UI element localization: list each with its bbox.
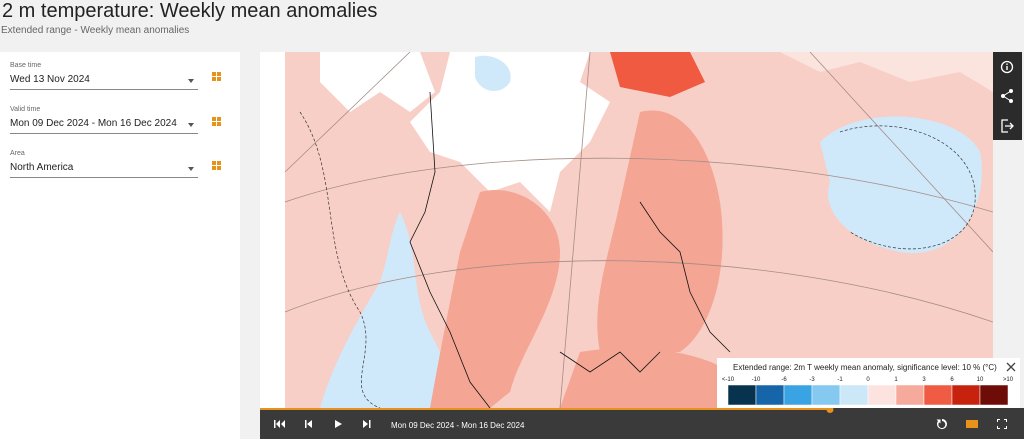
side-panel: Base time Wed 13 Nov 2024 Valid time Mon… xyxy=(0,52,240,439)
valid-time-select[interactable]: Valid time Mon 09 Dec 2024 - Mon 16 Dec … xyxy=(10,106,198,134)
page-title: 2 m temperature: Weekly mean anomalies xyxy=(2,0,378,22)
label: Valid time xyxy=(10,106,41,113)
play-button[interactable] xyxy=(335,420,342,428)
legend-label: -10 xyxy=(752,377,761,383)
legend-swatch xyxy=(979,384,1009,406)
legend-swatch xyxy=(923,384,953,406)
legend-label: 3 xyxy=(922,377,926,383)
legend-swatch xyxy=(811,384,841,406)
legend-swatch xyxy=(867,384,897,406)
grid-button[interactable] xyxy=(212,161,221,170)
share-button[interactable] xyxy=(1001,89,1013,103)
legend-label: -3 xyxy=(809,377,815,383)
player-bar: Mon 09 Dec 2024 - Mon 16 Dec 2024 xyxy=(260,408,1024,439)
label: Base time xyxy=(10,62,42,69)
legend-swatch xyxy=(755,384,785,406)
value: Mon 09 Dec 2024 - Mon 16 Dec 2024 xyxy=(10,118,177,129)
legend-scale: <-10 -10 -6 -3 -1 0 1 3 6 10 >10 xyxy=(722,377,1014,406)
legend-title: Extended range: 2m T weekly mean anomaly… xyxy=(733,363,997,372)
export-button[interactable] xyxy=(1001,119,1014,133)
loop-button[interactable] xyxy=(936,419,947,429)
legend-swatch xyxy=(727,384,757,406)
layers-button[interactable] xyxy=(966,420,978,428)
period-label: Mon 09 Dec 2024 - Mon 16 Dec 2024 xyxy=(391,421,525,430)
label: Area xyxy=(10,150,25,157)
base-time-select[interactable]: Base time Wed 13 Nov 2024 xyxy=(10,62,198,90)
legend-swatch xyxy=(839,384,869,406)
legend-label: 6 xyxy=(950,377,954,383)
info-button[interactable] xyxy=(1000,60,1014,74)
map-image xyxy=(284,51,994,409)
legend-label: 0 xyxy=(866,377,870,383)
player-controls: Mon 09 Dec 2024 - Mon 16 Dec 2024 xyxy=(260,408,1007,430)
legend-label: >10 xyxy=(1003,377,1014,383)
next-button[interactable] xyxy=(363,420,371,428)
legend-swatch xyxy=(895,384,925,406)
legend: Extended range: 2m T weekly mean anomaly… xyxy=(717,358,1020,408)
close-legend-button[interactable] xyxy=(1006,362,1016,372)
legend-label: 10 xyxy=(977,377,984,383)
grid-button[interactable] xyxy=(212,72,221,81)
toolbar xyxy=(993,52,1022,140)
legend-label: 1 xyxy=(894,377,898,383)
page-subtitle: Extended range - Weekly mean anomalies xyxy=(1,25,190,36)
timeline-handle[interactable] xyxy=(826,408,834,413)
legend-label: -6 xyxy=(781,377,787,383)
value: Wed 13 Nov 2024 xyxy=(10,74,90,85)
first-button[interactable] xyxy=(274,420,285,428)
legend-swatch xyxy=(951,384,981,406)
legend-swatch xyxy=(783,384,813,406)
grid-button[interactable] xyxy=(212,117,221,126)
legend-label: <-10 xyxy=(722,377,735,383)
previous-button[interactable] xyxy=(305,420,312,428)
area-select[interactable]: Area North America xyxy=(10,150,198,178)
toolbar-icons xyxy=(1000,60,1014,133)
fullscreen-button[interactable] xyxy=(997,419,1007,429)
legend-label: -1 xyxy=(837,377,843,383)
value: North America xyxy=(10,162,74,173)
map[interactable] xyxy=(260,51,994,409)
